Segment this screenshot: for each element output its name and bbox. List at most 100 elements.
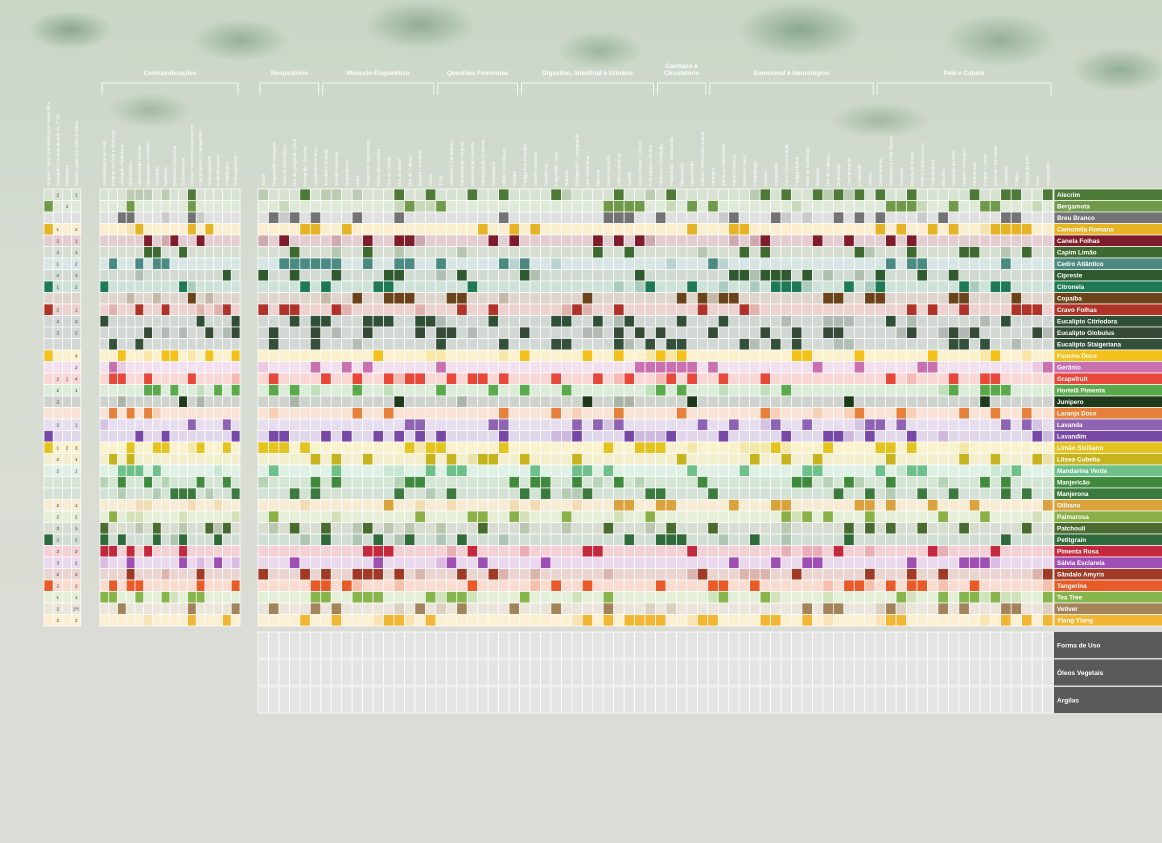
heatmap-cell bbox=[1031, 430, 1043, 443]
heatmap-cell bbox=[257, 292, 269, 305]
heatmap-cell bbox=[812, 407, 824, 420]
heatmap-cell bbox=[257, 361, 269, 374]
heatmap-cell bbox=[309, 246, 322, 259]
heatmap-cell bbox=[895, 430, 907, 443]
heatmap-cell bbox=[780, 292, 792, 305]
heatmap-cell bbox=[906, 361, 918, 374]
heatmap-cell bbox=[749, 533, 761, 546]
heatmap-cell bbox=[1021, 487, 1033, 500]
heatmap-cell bbox=[843, 407, 855, 420]
heatmap-cell bbox=[414, 223, 426, 236]
heatmap-cell bbox=[832, 464, 845, 477]
heatmap-cell bbox=[278, 257, 290, 270]
heatmap-cell bbox=[99, 315, 110, 328]
heatmap-cell bbox=[749, 614, 761, 627]
row-label: Tangerina bbox=[1057, 583, 1087, 590]
heatmap-cell bbox=[351, 349, 363, 362]
heatmap-cell bbox=[529, 269, 541, 282]
heatmap-cell bbox=[456, 407, 468, 420]
heatmap-cell bbox=[230, 269, 241, 282]
heatmap-cell bbox=[187, 338, 197, 351]
heatmap-cell bbox=[634, 188, 646, 201]
heatmap-cell bbox=[853, 234, 866, 247]
heatmap-cell bbox=[498, 292, 510, 305]
heatmap-cell bbox=[602, 349, 615, 362]
heatmap-cell bbox=[195, 602, 206, 615]
heatmap-cell bbox=[425, 246, 437, 259]
heatmap-cell bbox=[508, 303, 520, 316]
footer-cell bbox=[1042, 659, 1054, 686]
heatmap-cell bbox=[498, 384, 510, 397]
heatmap-cell bbox=[686, 407, 698, 420]
heatmap-cell bbox=[230, 211, 241, 224]
heatmap-cell bbox=[178, 556, 188, 569]
heatmap-cell bbox=[187, 418, 197, 431]
heatmap-cell bbox=[341, 349, 353, 362]
heatmap-cell bbox=[937, 200, 949, 213]
heatmap-cell bbox=[372, 441, 384, 454]
heatmap-cell bbox=[801, 430, 813, 443]
heatmap-cell bbox=[169, 441, 180, 454]
heatmap-cell bbox=[937, 614, 949, 627]
heatmap-cell bbox=[561, 315, 573, 328]
heatmap-cell bbox=[717, 487, 730, 500]
heatmap-cell bbox=[791, 246, 803, 259]
column-label: Dor de garganta / gripe bbox=[292, 138, 297, 186]
heatmap-cell bbox=[341, 453, 353, 466]
heatmap-cell bbox=[222, 326, 232, 339]
heatmap-cell bbox=[717, 315, 730, 328]
heatmap-cell bbox=[613, 372, 625, 385]
heatmap-cell bbox=[728, 510, 740, 523]
heatmap-cell bbox=[906, 602, 918, 615]
heatmap-cell bbox=[152, 338, 162, 351]
heatmap-cell bbox=[108, 407, 118, 420]
heatmap-cell bbox=[195, 464, 206, 477]
heatmap-cell bbox=[1021, 522, 1033, 535]
heatmap-cell bbox=[289, 545, 301, 558]
heatmap-cell bbox=[178, 200, 188, 213]
heatmap-cell bbox=[1031, 303, 1043, 316]
heatmap-cell bbox=[487, 303, 499, 316]
heatmap-cell bbox=[425, 303, 437, 316]
heatmap-cell bbox=[278, 188, 290, 201]
heatmap-cell bbox=[330, 234, 343, 247]
heatmap-cell bbox=[707, 568, 719, 581]
heatmap-cell bbox=[707, 292, 719, 305]
heatmap-cell bbox=[676, 545, 688, 558]
heatmap-cell bbox=[686, 510, 698, 523]
heatmap-cell bbox=[832, 303, 845, 316]
heatmap-cell bbox=[906, 292, 918, 305]
heatmap-cell bbox=[571, 338, 583, 351]
heatmap-cell bbox=[927, 395, 939, 408]
heatmap-cell bbox=[832, 292, 845, 305]
heatmap-cell bbox=[864, 200, 876, 213]
heatmap-cell bbox=[812, 533, 824, 546]
heatmap-cell bbox=[278, 384, 290, 397]
heatmap-cell bbox=[623, 579, 635, 592]
heatmap-cell bbox=[728, 372, 740, 385]
heatmap-cell bbox=[738, 349, 750, 362]
heatmap-cell bbox=[968, 303, 981, 316]
heatmap-cell bbox=[571, 522, 583, 535]
left-cell-value: 2 bbox=[57, 457, 60, 462]
heatmap-cell bbox=[686, 280, 698, 293]
heatmap-cell bbox=[686, 234, 698, 247]
heatmap-cell bbox=[134, 430, 145, 443]
heatmap-cell bbox=[676, 522, 688, 535]
heatmap-cell bbox=[289, 211, 301, 224]
heatmap-cell bbox=[843, 395, 855, 408]
row-label: Breu Branco bbox=[1057, 215, 1095, 222]
heatmap-cell bbox=[466, 430, 479, 443]
heatmap-cell bbox=[644, 545, 656, 558]
heatmap-cell bbox=[676, 246, 688, 259]
heatmap-cell bbox=[222, 430, 232, 443]
heatmap-cell bbox=[1000, 315, 1012, 328]
heatmap-cell bbox=[425, 315, 437, 328]
heatmap-cell bbox=[561, 591, 573, 604]
heatmap-cell bbox=[561, 200, 573, 213]
heatmap-cell bbox=[780, 303, 792, 316]
row-label: Lavandim bbox=[1057, 433, 1087, 440]
heatmap-cell bbox=[979, 510, 991, 523]
heatmap-cell bbox=[160, 200, 171, 213]
heatmap-cell bbox=[508, 602, 520, 615]
